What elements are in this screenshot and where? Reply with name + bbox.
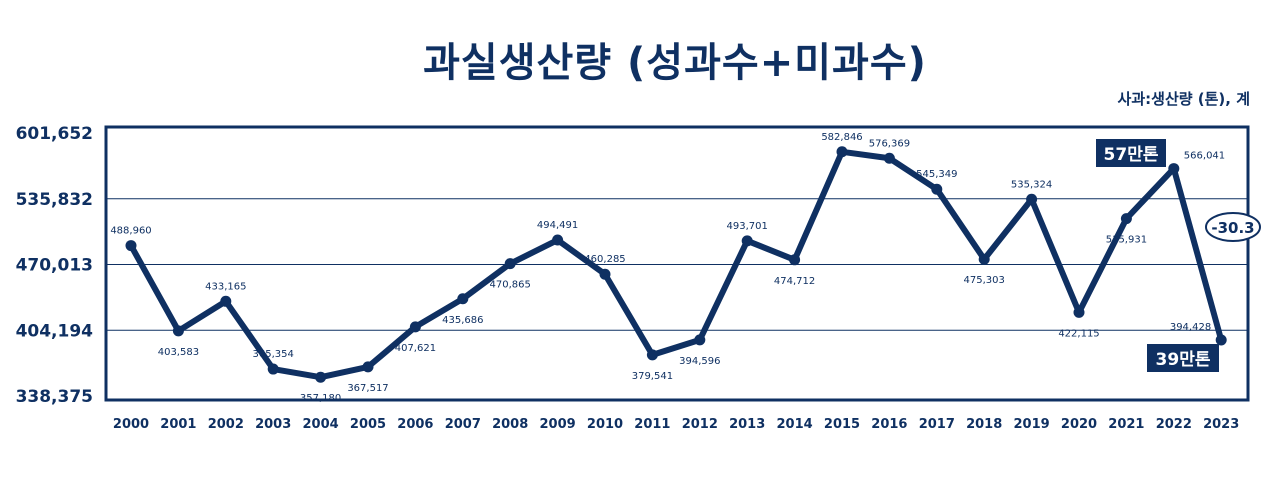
data-label: 367,517: [347, 383, 388, 394]
data-point: [362, 361, 374, 373]
x-tick-label: 2009: [540, 417, 576, 432]
data-points: [125, 146, 1227, 383]
data-point: [172, 325, 184, 337]
data-label: 379,541: [632, 371, 673, 382]
callout-low-text: 39만톤: [1156, 350, 1211, 370]
data-point: [646, 349, 658, 361]
data-point: [789, 254, 801, 266]
data-point: [504, 258, 516, 270]
data-point: [409, 321, 421, 333]
x-tick-label: 2008: [492, 417, 528, 432]
data-label: 407,621: [395, 343, 436, 354]
x-tick-label: 2007: [445, 417, 481, 432]
data-point: [1120, 213, 1132, 225]
data-label: 545,349: [916, 169, 957, 180]
x-tick-label: 2020: [1061, 417, 1097, 432]
data-label: 422,115: [1058, 328, 1099, 339]
x-tick-label: 2017: [919, 417, 955, 432]
data-label: 474,712: [774, 276, 815, 287]
x-tick-label: 2012: [682, 417, 718, 432]
data-label: 582,846: [821, 132, 862, 143]
data-label: 403,583: [158, 347, 199, 358]
x-tick-label: 2023: [1203, 417, 1239, 432]
data-point: [267, 363, 279, 375]
x-tick-label: 2005: [350, 417, 386, 432]
data-point: [694, 334, 706, 346]
y-tick-label: 338,375: [16, 387, 93, 407]
callout-high-text: 57만톤: [1104, 145, 1159, 165]
data-label: 470,865: [490, 280, 531, 291]
data-point: [836, 146, 848, 158]
data-label: 435,686: [442, 315, 483, 326]
x-tick-label: 2015: [824, 417, 860, 432]
x-axis-ticks: 2000 2001 2002 2003 2004 2005 2006 2007 2008 2009…: [113, 417, 1239, 432]
data-point: [1026, 193, 1038, 205]
unit-label: 사과:생산량 (톤), 계: [1117, 90, 1250, 108]
y-tick-label: 535,832: [16, 190, 93, 210]
y-tick-label: 470,013: [16, 256, 93, 276]
change-badge-text: -30.3: [1211, 219, 1254, 237]
data-label: 566,041: [1184, 151, 1225, 162]
data-label: 494,491: [537, 220, 578, 231]
data-point: [1168, 163, 1180, 175]
data-point: [599, 268, 611, 280]
x-tick-label: 2018: [966, 417, 1002, 432]
chart-title: 과실생산량 (성과수+미과수): [423, 40, 927, 86]
x-tick-label: 2001: [160, 417, 196, 432]
data-point: [315, 371, 327, 383]
x-tick-label: 2016: [871, 417, 907, 432]
x-tick-label: 2014: [777, 417, 813, 432]
data-label: 475,303: [964, 275, 1005, 286]
callout-low: 39만톤: [1147, 344, 1219, 372]
data-point: [1073, 306, 1085, 318]
y-axis-ticks: 601,652 535,832 470,013 404,194 338,375: [16, 124, 94, 407]
x-tick-label: 2002: [208, 417, 244, 432]
data-point: [220, 295, 232, 307]
data-label: 357,180: [300, 393, 341, 404]
data-label: 394,428: [1170, 322, 1211, 333]
data-label: 493,701: [727, 221, 768, 232]
change-badge: -30.3: [1205, 212, 1261, 242]
data-point: [552, 234, 564, 246]
data-point: [931, 183, 943, 195]
x-tick-label: 2011: [634, 417, 670, 432]
x-tick-label: 2004: [303, 417, 339, 432]
data-label: 488,960: [110, 226, 151, 237]
data-point: [125, 240, 137, 252]
data-label: 394,596: [679, 356, 720, 367]
data-label: 433,165: [205, 281, 246, 292]
x-tick-label: 2021: [1108, 417, 1144, 432]
data-label: 535,324: [1011, 179, 1052, 190]
data-point: [978, 253, 990, 265]
x-tick-label: 2022: [1156, 417, 1192, 432]
series-line: [128, 148, 1225, 381]
y-tick-label: 404,194: [16, 321, 94, 341]
data-point: [883, 152, 895, 164]
data-label: 576,369: [869, 138, 910, 149]
data-point: [457, 293, 469, 305]
data-point: [741, 235, 753, 247]
y-tick-label: 601,652: [16, 124, 93, 144]
callout-high: 57만톤: [1096, 139, 1166, 167]
data-label: 365,354: [253, 349, 294, 360]
plot-frame: [104, 125, 1250, 402]
data-point: [1215, 334, 1227, 346]
x-tick-label: 2003: [255, 417, 291, 432]
x-tick-label: 2013: [729, 417, 765, 432]
x-tick-label: 2010: [587, 417, 623, 432]
data-label: 515,931: [1106, 235, 1147, 246]
x-tick-label: 2006: [397, 417, 433, 432]
data-label: 460,285: [584, 254, 625, 265]
x-tick-label: 2019: [1014, 417, 1050, 432]
x-tick-label: 2000: [113, 417, 149, 432]
data-labels: 488,960 403,583 433,165 365,354 357,180 367,5…: [110, 132, 1225, 404]
